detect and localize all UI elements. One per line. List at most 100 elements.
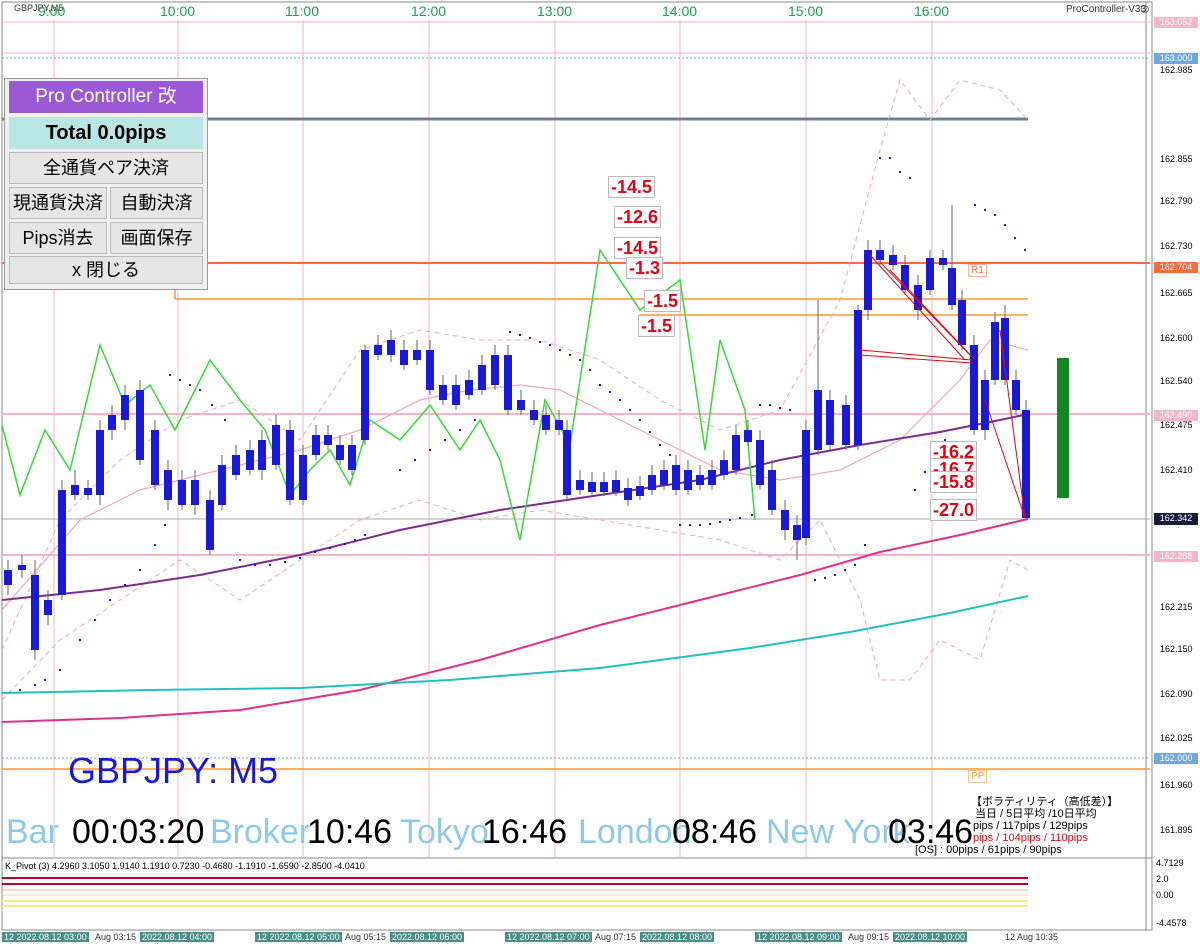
sar-dot xyxy=(539,341,541,343)
screen-save-button[interactable]: 画面保存 xyxy=(110,222,203,254)
candle-body xyxy=(58,490,66,595)
candle-body xyxy=(802,430,810,538)
candle-body xyxy=(348,445,356,470)
sar-dot xyxy=(1024,249,1026,251)
sar-dot xyxy=(284,561,286,563)
sar-dot xyxy=(269,564,271,566)
sar-dot xyxy=(354,539,356,541)
time-label: 14:00 xyxy=(662,3,698,19)
candle-body xyxy=(648,475,656,490)
close-current-pair-button[interactable]: 現通貨決済 xyxy=(9,187,107,219)
candle-body xyxy=(465,380,473,395)
candle-body xyxy=(452,385,460,405)
sar-dot xyxy=(994,214,996,216)
auto-close-button[interactable]: 自動決済 xyxy=(110,187,203,219)
sar-dot xyxy=(889,157,891,159)
volatility-info: 【ボラティリティ（高低差）】 当日 / 5日平均 /10日平均 pips / 1… xyxy=(915,796,1118,856)
candle-body xyxy=(636,486,644,496)
sar-dot xyxy=(984,209,986,211)
candle-body xyxy=(426,350,434,390)
sar-dot xyxy=(944,439,946,441)
sar-dot xyxy=(609,391,611,393)
candle-body xyxy=(958,300,966,345)
pp-label: PP xyxy=(968,770,988,783)
candle-body xyxy=(299,455,307,500)
date-axis-label: 12 2022.08.12 03:00 xyxy=(2,932,89,942)
pips-clear-button[interactable]: Pips消去 xyxy=(9,222,107,254)
candle-body xyxy=(18,565,26,570)
sar-dot xyxy=(914,489,916,491)
tokyo-time: 16:46 xyxy=(482,813,568,851)
candle-body xyxy=(151,430,159,485)
sar-dot xyxy=(579,359,581,361)
date-axis-label: 2022.08.12 04:00 xyxy=(140,932,215,942)
candle-body xyxy=(374,345,382,355)
sar-dot xyxy=(199,389,201,391)
candle-body xyxy=(1001,318,1009,380)
broker-time: 10:46 xyxy=(307,813,393,851)
date-axis-label: 12 2022.08.12 07:00 xyxy=(505,932,592,942)
candle-body xyxy=(708,470,716,485)
bar-countdown: 00:03:20 xyxy=(72,813,205,851)
sar-dot xyxy=(769,404,771,406)
sar-dot xyxy=(751,514,753,516)
candle-body xyxy=(1022,410,1030,518)
sar-dot xyxy=(619,399,621,401)
time-label: 15:00 xyxy=(788,3,824,19)
price-label: 162.410 xyxy=(1160,465,1193,475)
candle-body xyxy=(901,265,909,290)
volatility-row: pips / 117pips / 129pips xyxy=(973,820,1088,832)
price-tag-current: 162.342 xyxy=(1159,513,1193,523)
candle-body xyxy=(732,435,740,470)
price-tag-top: 163.052 xyxy=(1154,17,1198,28)
sar-dot xyxy=(429,449,431,451)
candle-body xyxy=(939,258,947,265)
candle-body xyxy=(555,420,563,430)
sar-dot xyxy=(659,444,661,446)
candle-body xyxy=(71,485,79,495)
candle-body xyxy=(756,440,764,485)
trade-pips-tag: -15.8 xyxy=(930,471,978,493)
candle-body xyxy=(136,390,144,460)
sar-dot xyxy=(649,431,651,433)
candle-body xyxy=(96,430,104,495)
sar-dot xyxy=(189,384,191,386)
candle-body xyxy=(206,500,214,550)
volatility-row: [OS] : 00pips / 61pips / 90pips xyxy=(915,844,1062,856)
candle-body xyxy=(696,475,704,485)
time-label: 10:00 xyxy=(160,3,196,19)
sar-dot xyxy=(94,619,96,621)
sar-dot xyxy=(329,547,331,549)
candle-body xyxy=(232,455,240,475)
sar-dot xyxy=(344,543,346,545)
sar-dot xyxy=(164,524,166,526)
candle-body xyxy=(336,445,344,460)
sar-dot xyxy=(364,534,366,536)
candle-body xyxy=(991,322,999,380)
sar-dot xyxy=(599,384,601,386)
date-axis-label: 12 2022.08.12 05:00 xyxy=(255,932,342,942)
panel-title: Pro Controller 改 xyxy=(9,81,203,113)
sar-dot xyxy=(924,471,926,473)
sar-dot xyxy=(639,419,641,421)
price-label: 162.025 xyxy=(1160,733,1193,743)
sar-dot xyxy=(44,679,46,681)
date-axis-label: 2022.08.12 08:00 xyxy=(640,932,715,942)
date-axis-label: 2022.08.12 06:00 xyxy=(390,932,465,942)
candle-body xyxy=(1012,380,1020,410)
candle-body xyxy=(246,450,254,470)
price-tag-pp: 162.000 xyxy=(1154,753,1198,764)
close-panel-button[interactable]: x 閉じる xyxy=(9,256,203,284)
candle-body xyxy=(793,525,801,540)
candle-body xyxy=(108,415,116,430)
candle-body xyxy=(624,488,632,500)
candle-body xyxy=(842,405,850,445)
sub-scale-label: 4.7129 xyxy=(1156,858,1184,868)
sar-dot xyxy=(254,564,256,566)
sar-dot xyxy=(1014,237,1016,239)
trade-pips-tag: -1.3 xyxy=(626,257,664,279)
close-all-pairs-button[interactable]: 全通貨ペア決済 xyxy=(9,152,203,184)
newyork-time: 03:46 xyxy=(888,813,974,851)
candle-body xyxy=(84,488,92,495)
